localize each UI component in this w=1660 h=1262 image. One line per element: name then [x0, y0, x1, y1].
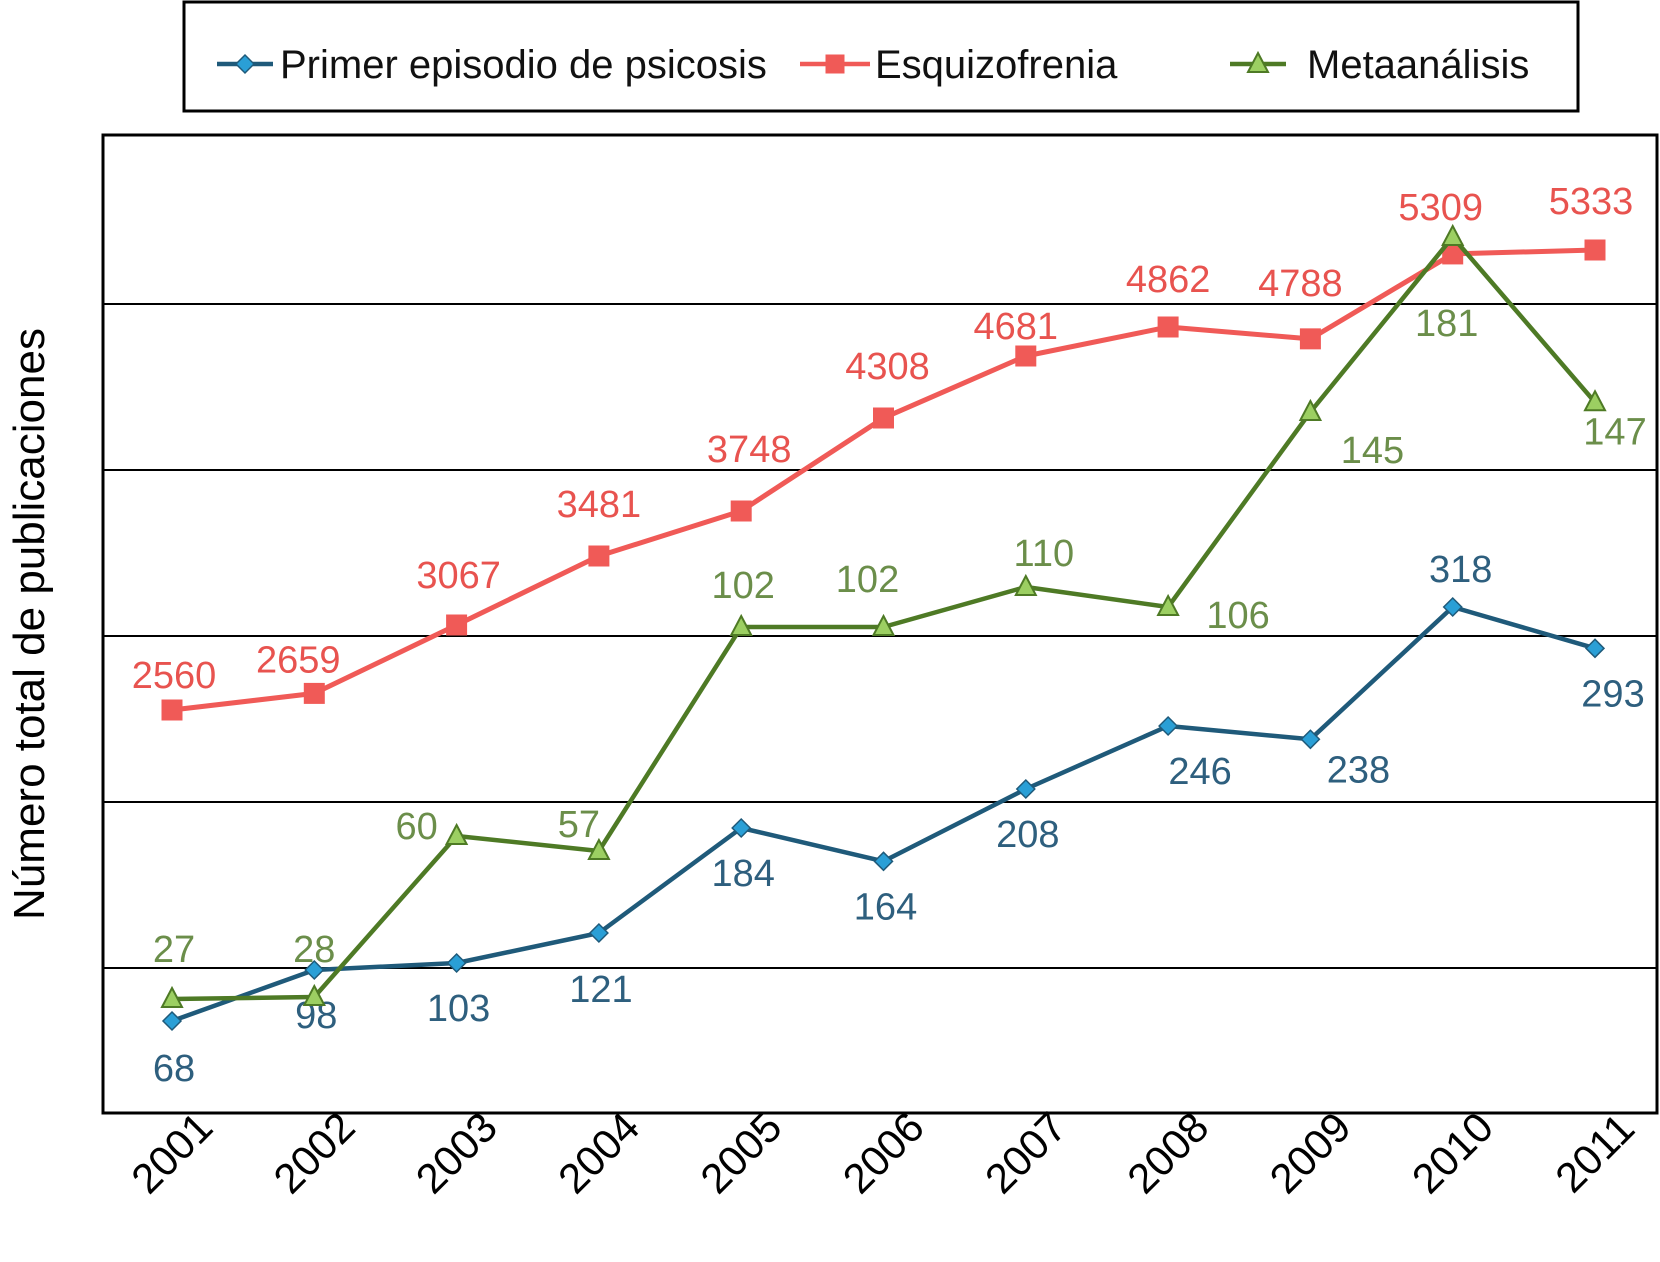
legend-label: Esquizofrenia — [875, 43, 1118, 87]
data-label: 4308 — [845, 346, 930, 388]
data-label: 147 — [1583, 411, 1646, 453]
triangle-marker — [444, 822, 469, 845]
data-label: 60 — [395, 806, 437, 848]
data-label: 5309 — [1398, 187, 1483, 229]
data-label: 4862 — [1126, 259, 1211, 301]
triangle-marker — [160, 985, 184, 1008]
x-tick-label: 2007 — [976, 1103, 1075, 1202]
triangle-marker — [1583, 389, 1607, 412]
square-marker — [730, 500, 752, 522]
x-tick-label: 2003 — [407, 1103, 506, 1202]
x-tick-label: 2005 — [691, 1103, 790, 1202]
x-tick-label: 2002 — [264, 1103, 363, 1202]
data-label: 238 — [1327, 749, 1390, 791]
x-axis-ticks: 2001 2002 2003 2004 2005 2006 2007 2008 2009 2010… — [122, 1103, 1643, 1202]
square-marker — [1299, 328, 1321, 350]
diamond-marker — [304, 959, 325, 981]
data-label: 57 — [558, 804, 600, 846]
series-2: 2560 2659 3067 3481 3748 4308 4681 4862 4788 5309… — [132, 181, 1634, 721]
data-label: 4788 — [1258, 263, 1343, 305]
data-label: 68 — [153, 1048, 195, 1090]
square-marker — [588, 545, 610, 567]
triangle-marker — [587, 837, 611, 860]
data-label: 4681 — [974, 306, 1059, 348]
square-marker — [825, 54, 845, 74]
data-label: 246 — [1168, 751, 1231, 793]
data-label: 2659 — [256, 639, 341, 681]
data-label: 181 — [1415, 303, 1478, 345]
diamond-marker — [1442, 596, 1463, 618]
data-label: 103 — [427, 988, 490, 1030]
diamond-marker — [1300, 729, 1321, 750]
square-marker — [1157, 316, 1179, 338]
triangle-marker — [302, 983, 326, 1006]
diamond-marker — [1158, 715, 1179, 737]
data-label: 2560 — [132, 655, 217, 697]
legend: Primer episodio de psicosis Esquizofrenia… — [182, 0, 1580, 113]
legend-box — [182, 0, 1580, 113]
x-tick-label: 2001 — [122, 1103, 221, 1202]
data-label: 3748 — [707, 429, 792, 471]
series-3: 27 28 60 57 102 102 110 106 145 181 147 — [153, 223, 1647, 1008]
data-label: 102 — [836, 559, 899, 601]
triangle-marker — [871, 613, 896, 636]
triangle-marker — [1441, 223, 1465, 246]
square-marker — [1015, 345, 1037, 367]
diamond-marker — [588, 922, 609, 944]
diamond-marker — [873, 851, 894, 872]
diamond-marker — [161, 1010, 183, 1032]
legend-item: Esquizofrenia — [800, 43, 1118, 87]
triangle-marker — [1246, 50, 1270, 73]
legend-item: Metaanálisis — [1230, 43, 1529, 87]
x-tick-label: 2010 — [1403, 1103, 1502, 1202]
data-label: 184 — [711, 853, 774, 895]
diamond-marker — [1584, 638, 1606, 659]
square-marker — [161, 699, 183, 721]
data-label: 121 — [569, 969, 632, 1011]
legend-item: Primer episodio de psicosis — [217, 43, 767, 87]
triangle-marker — [1298, 398, 1323, 421]
square-marker — [446, 614, 468, 636]
legend-label: Metaanálisis — [1307, 43, 1529, 87]
data-label: 293 — [1581, 673, 1644, 715]
data-label: 318 — [1429, 549, 1492, 591]
data-label: 27 — [153, 929, 195, 971]
x-tick-label: 2011 — [1546, 1104, 1643, 1201]
data-label: 208 — [996, 814, 1059, 856]
diamond-marker — [1015, 778, 1036, 800]
triangle-marker — [1014, 573, 1038, 596]
y-axis-label: Número total de publicaciones — [5, 328, 54, 920]
data-label: 164 — [854, 886, 917, 928]
data-label: 3481 — [557, 484, 642, 526]
data-label: 102 — [711, 565, 774, 607]
triangle-marker — [729, 613, 753, 636]
x-tick-label: 2009 — [1260, 1103, 1359, 1202]
data-label: 145 — [1341, 430, 1404, 472]
legend-label: Primer episodio de psicosis — [280, 43, 767, 87]
data-label: 28 — [293, 929, 335, 971]
diamond-marker — [234, 53, 256, 75]
data-label: 110 — [1014, 533, 1075, 575]
square-marker — [303, 682, 325, 704]
data-label: 5333 — [1549, 181, 1634, 223]
data-label: 3067 — [416, 555, 501, 597]
data-label: 106 — [1206, 595, 1269, 637]
triangle-marker — [1156, 593, 1180, 616]
x-tick-label: 2004 — [549, 1103, 648, 1202]
x-tick-label: 2006 — [834, 1103, 933, 1202]
diamond-marker — [731, 817, 752, 839]
x-tick-label: 2008 — [1118, 1103, 1217, 1202]
square-marker — [1584, 239, 1606, 261]
diamond-marker — [446, 952, 467, 974]
square-marker — [873, 407, 894, 429]
